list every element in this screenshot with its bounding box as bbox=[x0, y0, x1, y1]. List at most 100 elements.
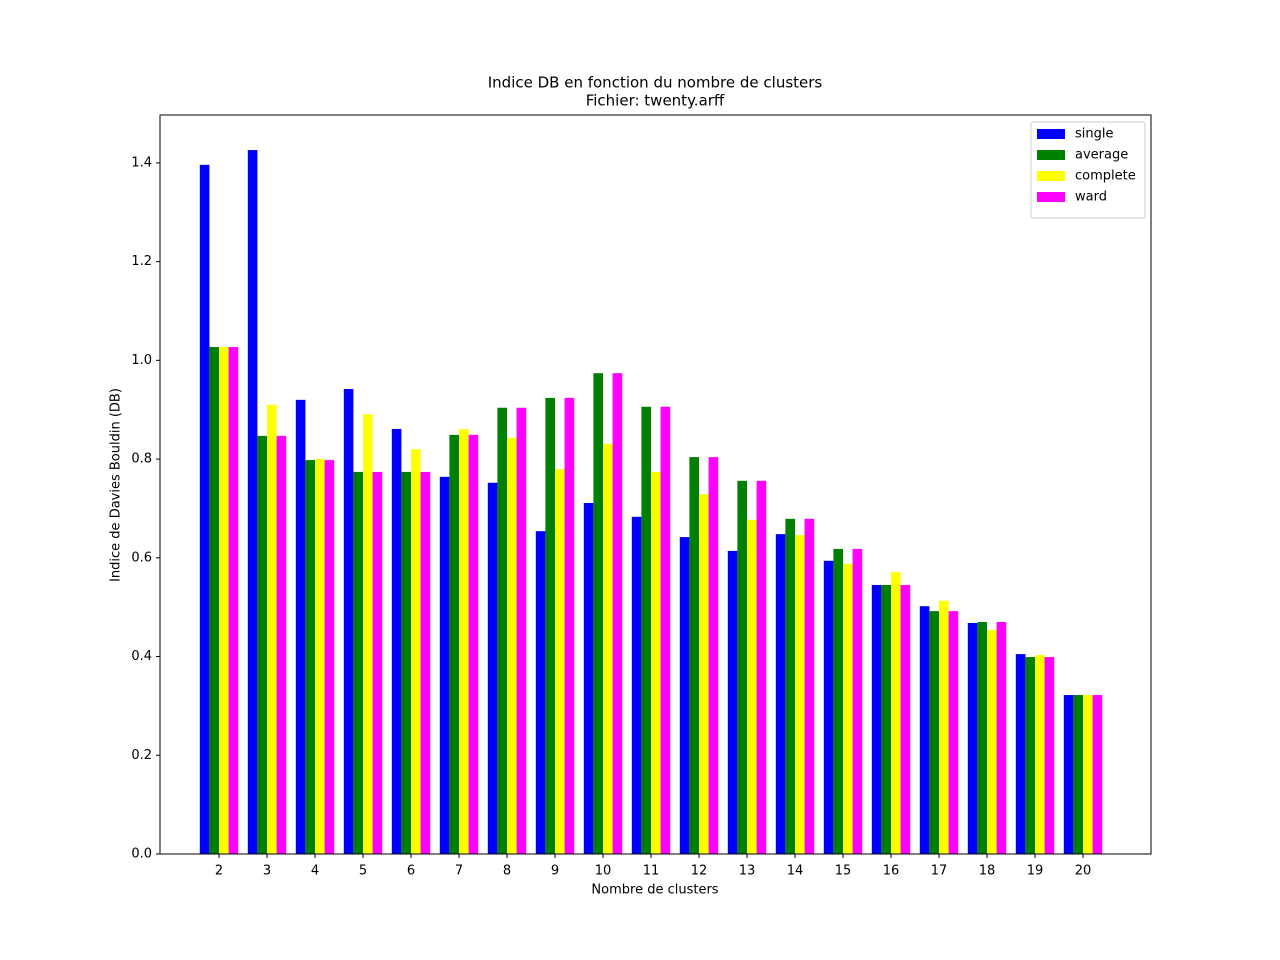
bar bbox=[209, 347, 219, 854]
bar bbox=[468, 434, 479, 854]
bar bbox=[535, 531, 546, 854]
x-axis-label: Nombre de clusters bbox=[591, 883, 718, 898]
x-tick-label: 20 bbox=[1075, 864, 1092, 879]
bar bbox=[391, 428, 402, 854]
bar bbox=[785, 518, 795, 854]
x-tick-label: 10 bbox=[595, 864, 612, 879]
bar bbox=[660, 406, 671, 854]
chart-subtitle: Fichier: twenty.arff bbox=[586, 92, 725, 110]
bar bbox=[564, 397, 575, 854]
legend-label: average bbox=[1075, 148, 1128, 163]
bar bbox=[891, 572, 901, 854]
bar bbox=[1063, 695, 1074, 854]
bar bbox=[1035, 655, 1045, 854]
x-tick-label: 8 bbox=[503, 864, 511, 879]
bar bbox=[929, 611, 939, 854]
x-tick-label: 2 bbox=[215, 864, 223, 879]
bar bbox=[977, 621, 987, 854]
bar bbox=[1015, 654, 1026, 854]
bar bbox=[833, 548, 843, 854]
bar bbox=[852, 548, 863, 854]
bar bbox=[267, 404, 277, 854]
bar bbox=[747, 519, 757, 854]
bar bbox=[305, 460, 315, 854]
bar bbox=[939, 600, 949, 854]
bar bbox=[641, 406, 651, 854]
bar bbox=[353, 471, 363, 854]
plot-frame bbox=[159, 114, 1152, 855]
x-tick-label: 11 bbox=[643, 864, 660, 879]
y-tick-label: 0.8 bbox=[131, 452, 152, 467]
y-axis-label: Indice de Davies Bouldin (DB) bbox=[109, 388, 124, 582]
bar bbox=[727, 550, 738, 854]
bar bbox=[555, 468, 565, 854]
bar bbox=[987, 629, 997, 854]
bar bbox=[708, 457, 719, 854]
x-tick-label: 5 bbox=[359, 864, 367, 879]
bar bbox=[487, 482, 498, 854]
bar bbox=[401, 471, 411, 854]
bar bbox=[948, 611, 959, 854]
legend-swatch bbox=[1037, 171, 1065, 181]
y-tick-label: 0.0 bbox=[131, 847, 152, 862]
y-tick-label: 1.2 bbox=[131, 254, 152, 269]
y-tick-label: 1.0 bbox=[131, 353, 152, 368]
x-tick-label: 16 bbox=[883, 864, 900, 879]
x-tick-label: 17 bbox=[931, 864, 948, 879]
x-tick-label: 18 bbox=[979, 864, 996, 879]
bar bbox=[631, 516, 642, 854]
x-tick-label: 6 bbox=[407, 864, 415, 879]
legend-swatch bbox=[1037, 192, 1065, 202]
bar bbox=[1092, 695, 1103, 854]
x-tick-label: 19 bbox=[1027, 864, 1044, 879]
x-tick-label: 4 bbox=[311, 864, 319, 879]
bar bbox=[411, 449, 421, 854]
bar bbox=[679, 537, 690, 854]
bar bbox=[228, 347, 239, 854]
bar bbox=[315, 459, 325, 854]
bar bbox=[612, 373, 623, 854]
bar bbox=[593, 373, 603, 854]
legend-label: ward bbox=[1075, 190, 1107, 205]
bar bbox=[795, 535, 805, 854]
bar bbox=[699, 494, 709, 854]
bar bbox=[843, 563, 853, 854]
bar bbox=[459, 428, 469, 854]
x-tick-label: 15 bbox=[835, 864, 852, 879]
legend-swatch bbox=[1037, 129, 1065, 139]
bar bbox=[276, 435, 287, 854]
x-tick-label: 13 bbox=[739, 864, 756, 879]
x-tick-label: 3 bbox=[263, 864, 271, 879]
bar bbox=[583, 503, 594, 854]
bar bbox=[295, 399, 306, 854]
bar bbox=[804, 518, 815, 854]
bar bbox=[439, 476, 450, 854]
y-tick-label: 1.4 bbox=[131, 155, 152, 170]
legend-label: complete bbox=[1075, 169, 1136, 184]
bar bbox=[1044, 657, 1055, 854]
bar bbox=[199, 164, 210, 854]
bar bbox=[737, 480, 747, 854]
bar bbox=[420, 471, 431, 854]
bar bbox=[516, 407, 527, 854]
bar bbox=[507, 437, 517, 854]
bar bbox=[756, 480, 767, 854]
bar bbox=[219, 347, 229, 854]
bar bbox=[919, 606, 930, 854]
bar bbox=[881, 584, 891, 854]
bar bbox=[343, 388, 354, 854]
bar bbox=[775, 534, 786, 854]
bar bbox=[1073, 695, 1083, 854]
bar bbox=[967, 622, 978, 854]
bar bbox=[1025, 657, 1035, 854]
bar bbox=[545, 397, 555, 854]
y-tick-label: 0.4 bbox=[131, 649, 152, 664]
bar bbox=[372, 471, 383, 854]
bar bbox=[247, 150, 258, 854]
y-tick-label: 0.2 bbox=[131, 748, 152, 763]
bar bbox=[257, 435, 267, 854]
chart-title: Indice DB en fonction du nombre de clust… bbox=[488, 74, 823, 92]
bar bbox=[823, 560, 834, 854]
